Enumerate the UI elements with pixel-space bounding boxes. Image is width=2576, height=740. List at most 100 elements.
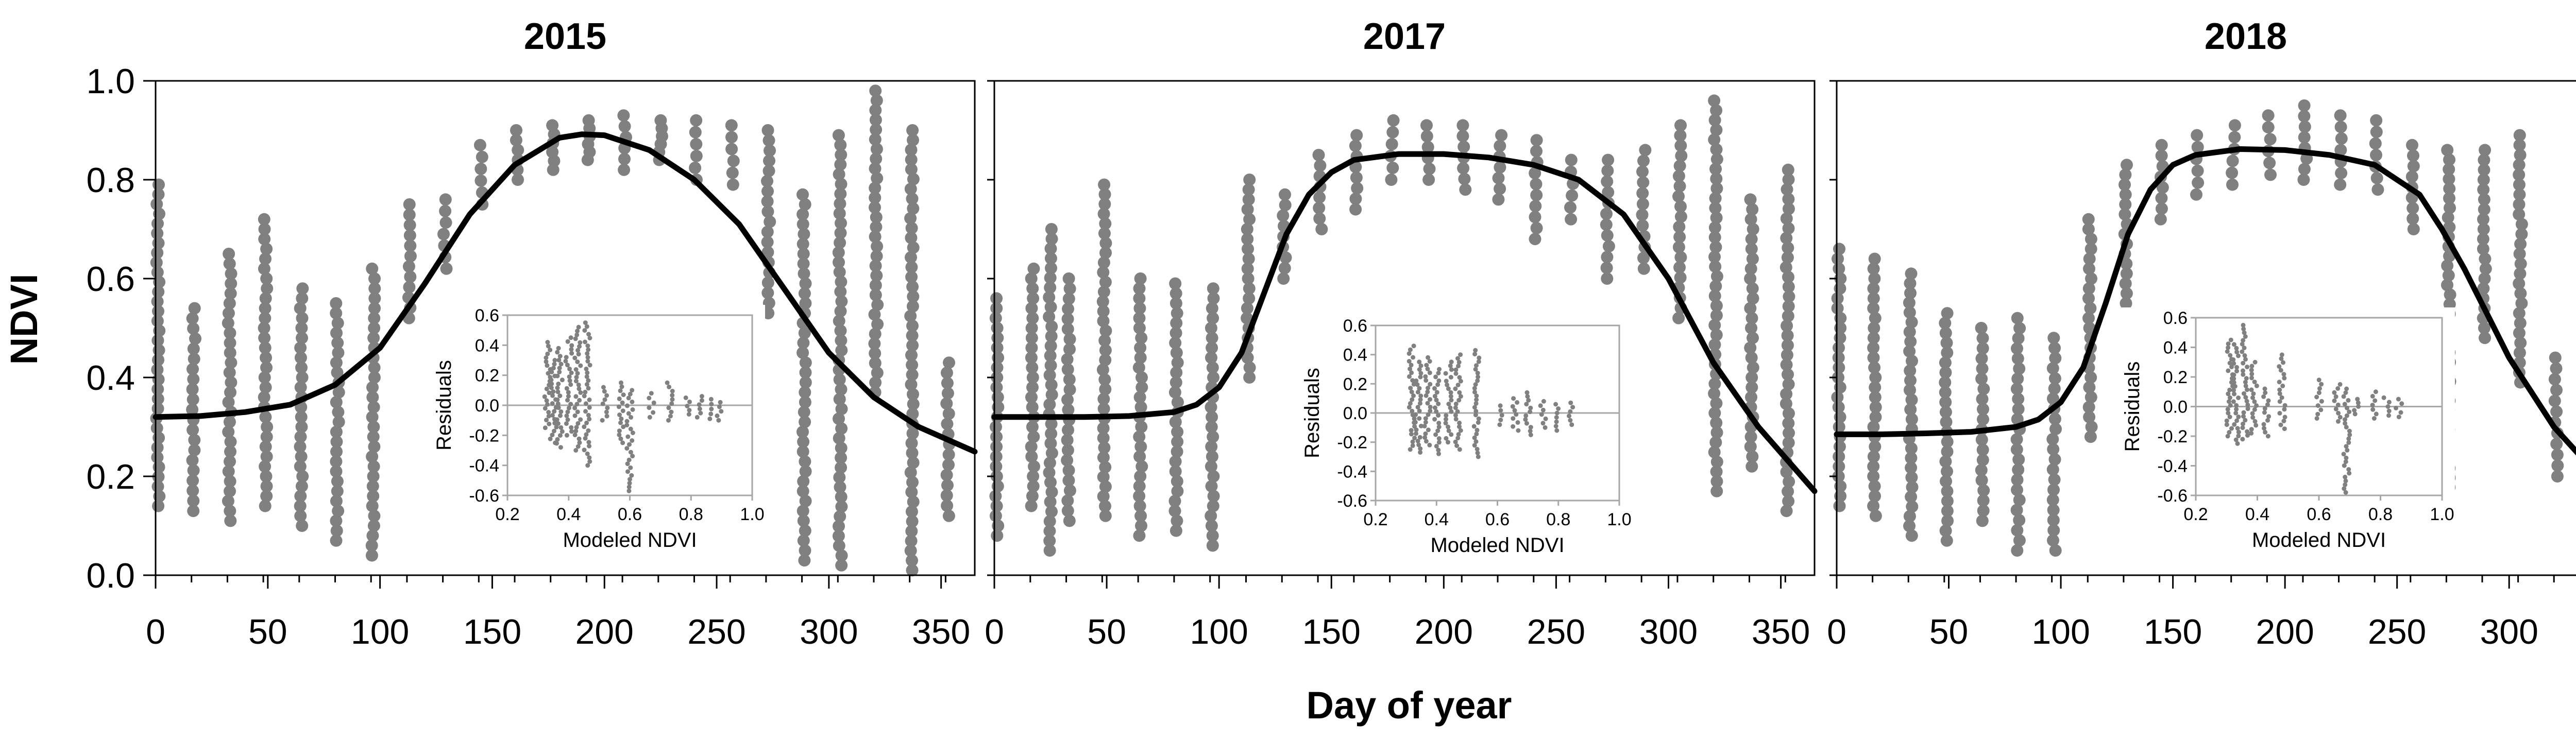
ndvi-point [2406, 212, 2419, 225]
fitted-curve [152, 131, 978, 455]
ndvi-point [2082, 292, 2095, 305]
ndvi-point [1171, 356, 1184, 369]
ndvi-point [1386, 126, 1399, 139]
residual-point [2280, 383, 2285, 388]
ndvi-point [1170, 524, 1182, 537]
residual-point [2374, 411, 2379, 417]
ndvi-point [869, 260, 882, 272]
ndvi-point [1903, 345, 1916, 358]
ndvi-point [2513, 198, 2526, 211]
ndvi-point [330, 465, 343, 478]
ndvi-point [906, 515, 919, 528]
residual-point [1453, 417, 1459, 422]
ndvi-point [1421, 141, 1434, 153]
x-tick-label: 200 [1415, 612, 1473, 651]
residual-point [1432, 405, 1437, 410]
residual-point [1411, 355, 1416, 360]
residual-point [547, 390, 552, 395]
ndvi-point [835, 344, 848, 357]
ndvi-point [1782, 173, 1795, 186]
residual-point [556, 382, 561, 386]
ndvi-point [1782, 309, 1794, 322]
ndvi-point [725, 143, 738, 156]
ndvi-point [1045, 262, 1057, 274]
ndvi-point [510, 134, 522, 147]
residual-point [1456, 364, 1461, 369]
residual-point [1472, 386, 1477, 391]
residual-point [1476, 454, 1481, 459]
residual-point [2344, 413, 2349, 418]
ndvi-point [2083, 410, 2096, 423]
ndvi-point [1134, 341, 1147, 354]
residual-point [1457, 420, 1462, 425]
residual-point [649, 391, 654, 396]
ndvi-point [1134, 272, 1147, 285]
ndvi-point [1168, 505, 1181, 518]
residual-point [630, 407, 635, 412]
residual-point [2347, 432, 2352, 437]
ndvi-point [1941, 465, 1953, 478]
ndvi-point [2048, 382, 2061, 395]
ndvi-point [1242, 272, 1255, 285]
residual-point [602, 389, 607, 394]
residual-point [577, 386, 582, 391]
ndvi-point [295, 450, 308, 463]
residual-point [555, 397, 560, 402]
residual-point [602, 397, 607, 402]
ndvi-point [1710, 475, 1723, 488]
residual-point [569, 370, 574, 375]
x-tick-label: 300 [2480, 612, 2538, 651]
ndvi-point [906, 446, 919, 459]
ndvi-point [1098, 227, 1111, 240]
ndvi-point [2370, 126, 2383, 139]
ndvi-point [1868, 252, 1881, 265]
ndvi-point [1708, 446, 1721, 458]
residual-point [587, 417, 592, 422]
ndvi-point [1672, 312, 1685, 324]
ndvi-point [366, 529, 379, 542]
residual-point [575, 444, 581, 449]
ndvi-point [904, 212, 917, 225]
residual-point [558, 362, 564, 367]
ndvi-point [224, 475, 236, 488]
ndvi-point [1043, 291, 1056, 304]
ndvi-point [869, 357, 882, 370]
residual-point [552, 421, 557, 426]
ndvi-point [1673, 160, 1686, 173]
ndvi-point [2334, 109, 2347, 122]
residual-point [2241, 410, 2246, 415]
ndvi-point [1939, 317, 1952, 330]
residual-point [574, 375, 579, 380]
ndvi-point [1025, 341, 1038, 354]
ndvi-point [403, 209, 416, 221]
ndvi-point [2119, 178, 2131, 191]
ndvi-point [296, 470, 309, 483]
residual-point [1433, 432, 1438, 437]
ndvi-point [906, 358, 919, 371]
ndvi-point [2012, 332, 2025, 345]
residual-point [697, 402, 702, 407]
ndvi-point [2441, 279, 2453, 291]
residual-point [2335, 402, 2341, 407]
ndvi-point [1420, 130, 1433, 143]
residual-point [1512, 408, 1517, 413]
residual-point [629, 415, 634, 420]
ndvi-point [2085, 272, 2097, 285]
residual-point [2252, 399, 2257, 404]
ndvi-point [1044, 271, 1057, 284]
residual-point [1408, 347, 1413, 352]
residual-point [572, 433, 578, 438]
ndvi-point [1063, 282, 1076, 295]
ndvi-point [1940, 534, 1953, 547]
observed-points [989, 94, 1795, 557]
ndvi-point [799, 416, 811, 428]
residual-point [625, 403, 630, 408]
ndvi-point [1098, 441, 1111, 454]
residual-point [1436, 413, 1441, 418]
residual-point [555, 373, 560, 378]
residual-point [1543, 416, 1548, 421]
ndvi-point [2047, 484, 2060, 496]
ndvi-point [1833, 450, 1845, 463]
ndvi-point [1906, 500, 1919, 513]
ndvi-point [1099, 237, 1112, 250]
